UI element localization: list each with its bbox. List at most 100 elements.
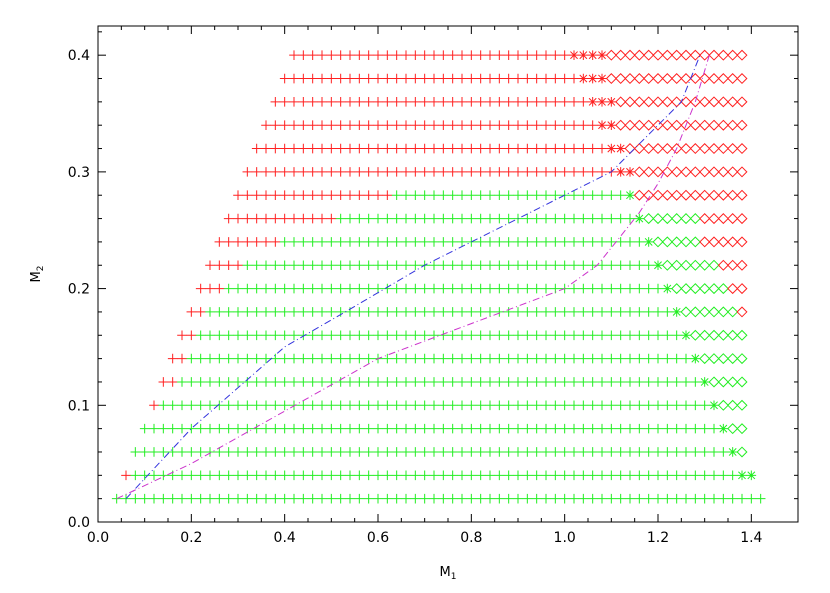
plus-marker bbox=[186, 353, 197, 364]
star-marker bbox=[727, 447, 738, 457]
plus-marker bbox=[522, 400, 533, 411]
plus-marker bbox=[223, 493, 234, 504]
plus-marker bbox=[531, 167, 542, 177]
plus-marker bbox=[587, 377, 598, 387]
diamond-marker bbox=[736, 376, 748, 388]
plus-marker bbox=[335, 493, 346, 504]
plus-marker bbox=[214, 237, 225, 247]
diamond-marker bbox=[717, 166, 729, 178]
plus-marker bbox=[186, 307, 197, 317]
plus-marker bbox=[457, 493, 467, 504]
plus-marker bbox=[503, 353, 514, 364]
diamond-marker bbox=[633, 73, 645, 85]
plus-marker bbox=[205, 307, 215, 317]
plus-marker bbox=[569, 143, 579, 154]
plus-marker bbox=[681, 423, 691, 434]
plus-marker bbox=[457, 260, 467, 271]
plus-marker bbox=[681, 353, 691, 364]
diamond-marker bbox=[736, 189, 748, 201]
plus-marker bbox=[307, 400, 318, 411]
plus-marker bbox=[550, 447, 561, 457]
plus-marker bbox=[475, 143, 486, 154]
star-marker bbox=[569, 50, 579, 60]
plus-marker bbox=[363, 143, 374, 154]
plus-marker bbox=[438, 97, 449, 107]
plus-marker bbox=[531, 97, 542, 107]
plus-marker bbox=[195, 423, 206, 434]
plus-marker bbox=[587, 167, 598, 177]
plus-marker bbox=[307, 353, 318, 364]
diamond-marker bbox=[727, 96, 739, 108]
plus-marker bbox=[494, 377, 505, 387]
plus-marker bbox=[615, 307, 626, 317]
plus-marker bbox=[653, 423, 663, 434]
plus-marker bbox=[345, 377, 355, 387]
diamond-marker bbox=[736, 399, 748, 411]
plus-marker bbox=[261, 237, 271, 247]
plus-marker bbox=[494, 190, 505, 201]
diamond-marker bbox=[727, 283, 739, 295]
plus-marker bbox=[634, 470, 645, 481]
plus-marker bbox=[233, 353, 243, 364]
plus-marker bbox=[270, 423, 281, 434]
diamond-marker bbox=[671, 283, 683, 295]
plus-marker bbox=[662, 353, 673, 364]
plus-marker bbox=[419, 307, 430, 317]
plus-marker bbox=[373, 50, 383, 60]
plus-marker bbox=[345, 493, 355, 504]
diamond-marker bbox=[680, 213, 692, 225]
plus-marker bbox=[681, 400, 691, 411]
plus-marker bbox=[634, 353, 645, 364]
plus-marker bbox=[307, 470, 318, 481]
plus-marker bbox=[447, 237, 458, 247]
diamond-marker bbox=[699, 283, 711, 295]
diamond-marker bbox=[736, 236, 748, 248]
diamond-marker bbox=[652, 49, 664, 61]
star-marker bbox=[699, 377, 710, 387]
plus-marker bbox=[737, 493, 747, 504]
plus-marker bbox=[578, 190, 589, 201]
diamond-marker bbox=[680, 96, 692, 108]
plus-marker bbox=[251, 260, 262, 271]
plus-marker bbox=[391, 470, 402, 481]
plus-marker bbox=[401, 447, 411, 457]
plus-marker bbox=[457, 73, 467, 84]
plus-marker bbox=[457, 97, 467, 107]
plus-marker bbox=[429, 213, 439, 224]
plus-marker bbox=[419, 283, 430, 294]
plus-marker bbox=[298, 237, 309, 247]
plus-marker bbox=[205, 493, 215, 504]
plus-marker bbox=[419, 330, 430, 341]
plus-marker bbox=[233, 400, 243, 411]
plus-marker bbox=[634, 423, 645, 434]
plus-marker bbox=[270, 283, 281, 294]
plus-marker bbox=[522, 283, 533, 294]
plus-marker bbox=[447, 423, 458, 434]
plus-marker bbox=[401, 73, 411, 84]
plus-marker bbox=[662, 400, 673, 411]
plus-marker bbox=[326, 190, 337, 201]
plus-marker bbox=[438, 470, 449, 481]
diamond-marker bbox=[624, 96, 636, 108]
plus-marker bbox=[307, 50, 318, 60]
plus-marker bbox=[485, 447, 495, 457]
plus-marker bbox=[531, 190, 542, 201]
plus-marker bbox=[419, 237, 430, 247]
plus-marker bbox=[167, 353, 178, 364]
plus-marker bbox=[587, 283, 598, 294]
plus-marker bbox=[391, 423, 402, 434]
plus-marker bbox=[587, 493, 598, 504]
diamond-marker bbox=[689, 49, 701, 61]
plus-marker bbox=[419, 97, 430, 107]
diamond-marker bbox=[717, 376, 729, 388]
x-tick-label: 0.6 bbox=[367, 530, 389, 546]
plus-marker bbox=[298, 97, 309, 107]
diamond-marker bbox=[717, 143, 729, 155]
plus-marker bbox=[373, 120, 383, 130]
plus-marker bbox=[167, 400, 178, 411]
plus-marker bbox=[214, 470, 225, 481]
plus-marker bbox=[606, 260, 617, 271]
plus-marker bbox=[158, 423, 169, 434]
plus-marker bbox=[261, 447, 271, 457]
plus-marker bbox=[569, 167, 579, 177]
